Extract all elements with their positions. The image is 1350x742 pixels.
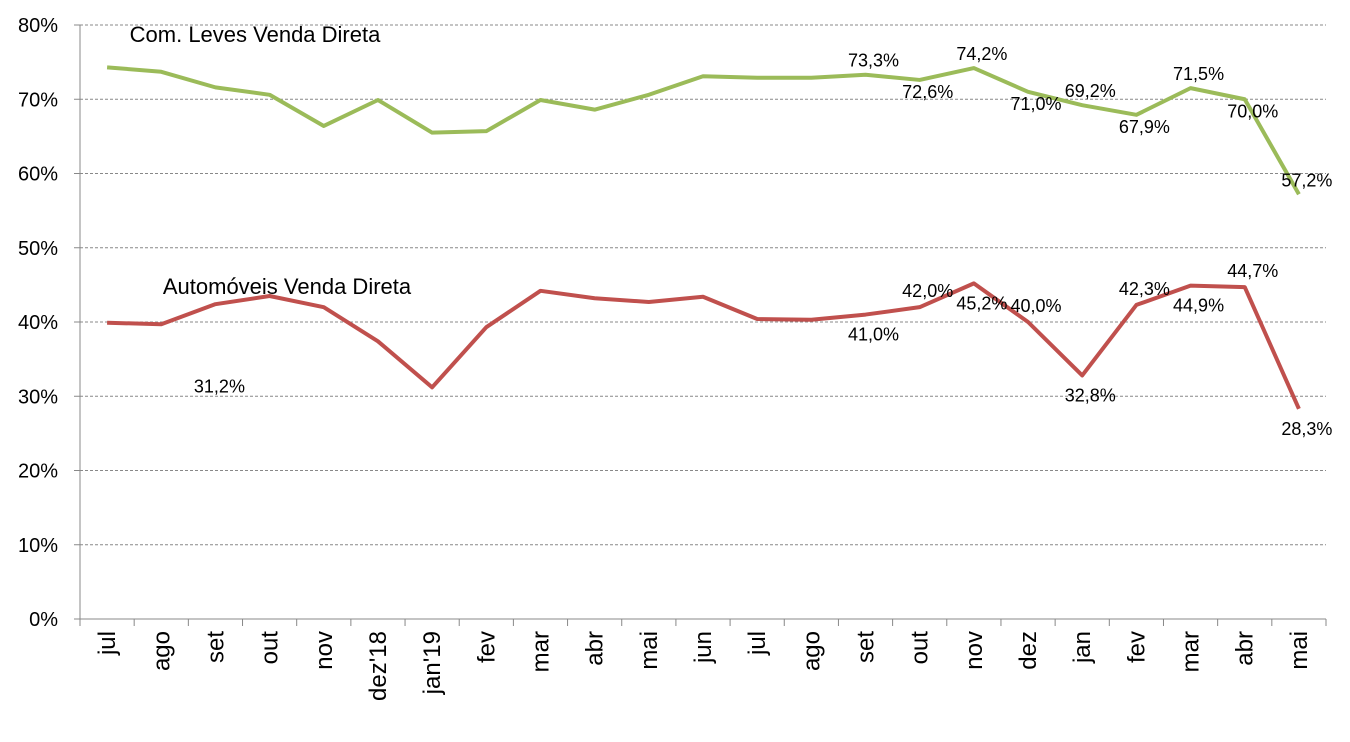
- x-tick-label: jan: [1069, 631, 1096, 664]
- x-tick-label: nov: [311, 631, 338, 670]
- data-label: 32,8%: [1065, 385, 1116, 405]
- data-label: 71,0%: [1011, 94, 1062, 114]
- x-tick-label: out: [907, 631, 934, 665]
- data-label: 70,0%: [1227, 101, 1278, 121]
- x-tick-label: out: [257, 631, 284, 665]
- x-tick-label: set: [853, 631, 880, 663]
- x-tick-label: mai: [636, 631, 663, 670]
- data-label: 72,6%: [902, 82, 953, 102]
- x-tick-label: set: [202, 631, 229, 663]
- y-tick-label: 10%: [18, 535, 58, 557]
- x-tick-label: jul: [94, 631, 121, 656]
- x-tick-label: dez'18: [365, 631, 392, 701]
- y-tick-label: 70%: [18, 89, 58, 111]
- data-label: 40,0%: [1011, 296, 1062, 316]
- x-tick-label: nov: [961, 631, 988, 670]
- x-tick-label: abr: [1232, 631, 1259, 666]
- x-tick-label: fev: [473, 631, 500, 663]
- data-label: 41,0%: [848, 325, 899, 345]
- x-tick-label: mai: [1286, 631, 1313, 670]
- y-tick-label: 40%: [18, 312, 58, 334]
- y-tick-label: 30%: [18, 386, 58, 408]
- y-tick-label: 60%: [18, 164, 58, 186]
- y-tick-label: 50%: [18, 238, 58, 260]
- data-label: 74,2%: [956, 44, 1007, 64]
- data-label: 69,2%: [1065, 81, 1116, 101]
- x-tick-label: jun: [690, 631, 717, 664]
- data-label: 57,2%: [1281, 170, 1332, 190]
- series-line: [107, 281, 1301, 410]
- x-tick-label: jul: [744, 631, 771, 656]
- x-tick-label: abr: [582, 631, 609, 666]
- x-tick-label: mar: [527, 631, 554, 672]
- x-tick-label: fev: [1123, 631, 1150, 663]
- data-label: 31,2%: [194, 376, 245, 396]
- series-name: Automóveis Venda Direta: [162, 274, 412, 299]
- x-tick-label: ago: [148, 631, 175, 671]
- data-label: 44,7%: [1227, 261, 1278, 281]
- data-label: 28,3%: [1281, 419, 1332, 439]
- series-name: Com. Leves Venda Direta: [129, 22, 381, 47]
- y-tick-label: 0%: [29, 609, 58, 631]
- data-label: 42,0%: [902, 281, 953, 301]
- data-label: 45,2%: [956, 293, 1007, 313]
- series-line: [106, 65, 1301, 196]
- data-label: 44,9%: [1173, 296, 1224, 316]
- y-tick-label: 20%: [18, 461, 58, 483]
- y-tick-label: 80%: [18, 15, 58, 37]
- x-tick-label: ago: [798, 631, 825, 671]
- x-tick-label: mar: [1178, 631, 1205, 672]
- x-tick-label: dez: [1015, 631, 1042, 670]
- x-tick-label: jan'19: [419, 631, 446, 695]
- data-label: 42,3%: [1119, 279, 1170, 299]
- data-label: 71,5%: [1173, 64, 1224, 84]
- data-label: 73,3%: [848, 51, 899, 71]
- data-label: 67,9%: [1119, 117, 1170, 137]
